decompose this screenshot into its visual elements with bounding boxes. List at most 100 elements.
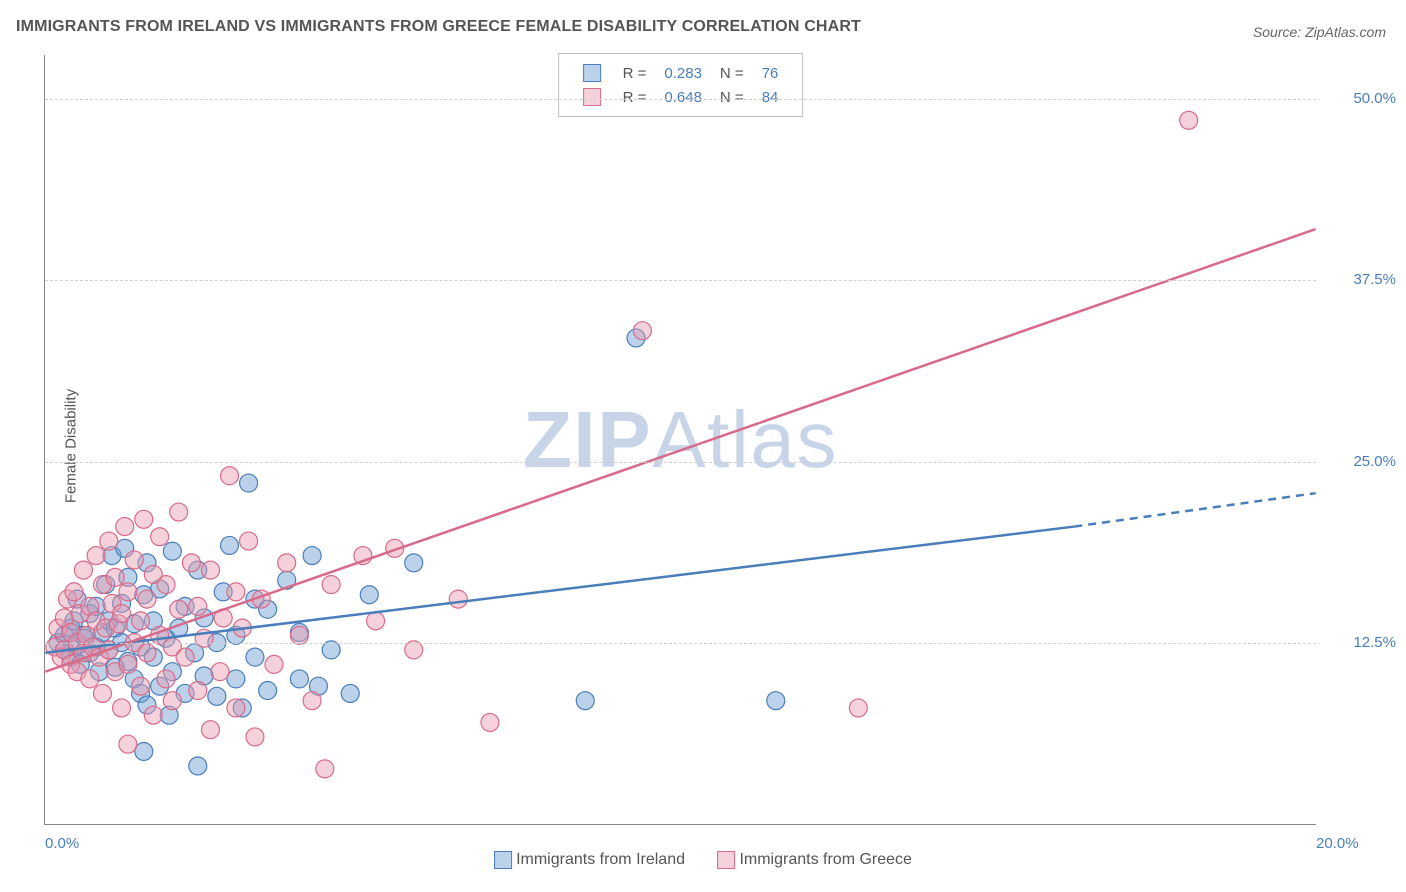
scatter-point xyxy=(138,644,156,662)
scatter-point xyxy=(405,554,423,572)
legend-stats-table: R = 0.283 N = 76 R = 0.648 N = 84 xyxy=(573,60,789,110)
scatter-point xyxy=(113,605,131,623)
chart-title: IMMIGRANTS FROM IRELAND VS IMMIGRANTS FR… xyxy=(16,18,861,36)
scatter-point xyxy=(265,655,283,673)
scatter-point xyxy=(208,687,226,705)
scatter-point xyxy=(135,510,153,528)
scatter-point xyxy=(481,713,499,731)
scatter-point xyxy=(246,648,264,666)
x-tick-label: 0.0% xyxy=(45,835,79,852)
scatter-point xyxy=(100,532,118,550)
legend-n-label: N = xyxy=(712,62,752,84)
scatter-point xyxy=(144,706,162,724)
scatter-point xyxy=(176,648,194,666)
scatter-point xyxy=(74,561,92,579)
scatter-point xyxy=(125,551,143,569)
scatter-point xyxy=(182,554,200,572)
scatter-point xyxy=(303,692,321,710)
scatter-point xyxy=(322,576,340,594)
legend-n-label: N = xyxy=(712,86,752,108)
legend-swatch-cell xyxy=(575,62,613,84)
scatter-point xyxy=(278,554,296,572)
legend-stats-row-1: R = 0.648 N = 84 xyxy=(575,86,787,108)
x-tick-label: 20.0% xyxy=(1316,835,1386,852)
scatter-point xyxy=(449,590,467,608)
scatter-point xyxy=(303,547,321,565)
scatter-point xyxy=(576,692,594,710)
gridline xyxy=(45,643,1316,644)
legend-swatch-cell xyxy=(575,86,613,108)
scatter-point xyxy=(227,670,245,688)
scatter-point xyxy=(119,735,137,753)
scatter-point xyxy=(227,699,245,717)
scatter-point xyxy=(132,677,150,695)
scatter-point xyxy=(246,728,264,746)
scatter-point xyxy=(189,597,207,615)
legend-stats-row-0: R = 0.283 N = 76 xyxy=(575,62,787,84)
scatter-point xyxy=(1180,111,1198,129)
legend-stats: R = 0.283 N = 76 R = 0.648 N = 84 xyxy=(558,53,804,117)
scatter-point xyxy=(221,467,239,485)
legend-r-value-1: 0.648 xyxy=(656,86,710,108)
scatter-point xyxy=(189,757,207,775)
scatter-point xyxy=(119,583,137,601)
legend-r-label: R = xyxy=(615,86,655,108)
scatter-point xyxy=(201,721,219,739)
scatter-point xyxy=(290,626,308,644)
legend-bottom-swatch-0 xyxy=(494,851,512,869)
scatter-point xyxy=(290,670,308,688)
gridline xyxy=(45,280,1316,281)
scatter-point xyxy=(163,692,181,710)
scatter-point xyxy=(633,322,651,340)
chart-container: IMMIGRANTS FROM IRELAND VS IMMIGRANTS FR… xyxy=(0,0,1406,892)
scatter-point xyxy=(116,518,134,536)
scatter-point xyxy=(240,474,258,492)
scatter-point xyxy=(135,742,153,760)
scatter-point xyxy=(157,576,175,594)
scatter-point xyxy=(132,612,150,630)
scatter-point xyxy=(138,590,156,608)
scatter-point xyxy=(849,699,867,717)
scatter-point xyxy=(767,692,785,710)
legend-item-1: Immigrants from Greece xyxy=(717,851,911,869)
legend-n-value-1: 84 xyxy=(754,86,787,108)
legend-r-value-0: 0.283 xyxy=(656,62,710,84)
scatter-point xyxy=(65,583,83,601)
scatter-point xyxy=(157,670,175,688)
scatter-point xyxy=(259,682,277,700)
scatter-point xyxy=(189,682,207,700)
regression-line xyxy=(45,229,1315,672)
scatter-point xyxy=(316,760,334,778)
scatter-point xyxy=(151,528,169,546)
scatter-point xyxy=(87,547,105,565)
scatter-point xyxy=(367,612,385,630)
y-tick-label: 50.0% xyxy=(1326,90,1396,107)
source-label: Source: ZipAtlas.com xyxy=(1253,24,1386,40)
legend-r-label: R = xyxy=(615,62,655,84)
chart-svg xyxy=(45,55,1316,824)
legend-item-0: Immigrants from Ireland xyxy=(494,851,685,869)
scatter-point xyxy=(201,561,219,579)
legend-series-label-0: Immigrants from Ireland xyxy=(516,851,685,869)
gridline xyxy=(45,462,1316,463)
scatter-point xyxy=(170,503,188,521)
scatter-point xyxy=(240,532,258,550)
scatter-point xyxy=(81,670,99,688)
scatter-point xyxy=(94,684,112,702)
scatter-point xyxy=(106,568,124,586)
legend-bottom-swatch-1 xyxy=(717,851,735,869)
scatter-point xyxy=(227,583,245,601)
legend-series-label-1: Immigrants from Greece xyxy=(739,851,911,869)
y-tick-label: 37.5% xyxy=(1326,271,1396,288)
plot-area: ZIPAtlas R = 0.283 N = 76 R = 0.648 N = … xyxy=(44,55,1316,825)
scatter-point xyxy=(113,699,131,717)
scatter-point xyxy=(170,600,188,618)
legend-n-value-0: 76 xyxy=(754,62,787,84)
scatter-point xyxy=(119,655,137,673)
scatter-point xyxy=(221,536,239,554)
legend-swatch-0 xyxy=(583,64,601,82)
y-tick-label: 25.0% xyxy=(1326,453,1396,470)
scatter-point xyxy=(211,663,229,681)
regression-line-dash xyxy=(1074,493,1315,526)
y-tick-label: 12.5% xyxy=(1326,634,1396,651)
